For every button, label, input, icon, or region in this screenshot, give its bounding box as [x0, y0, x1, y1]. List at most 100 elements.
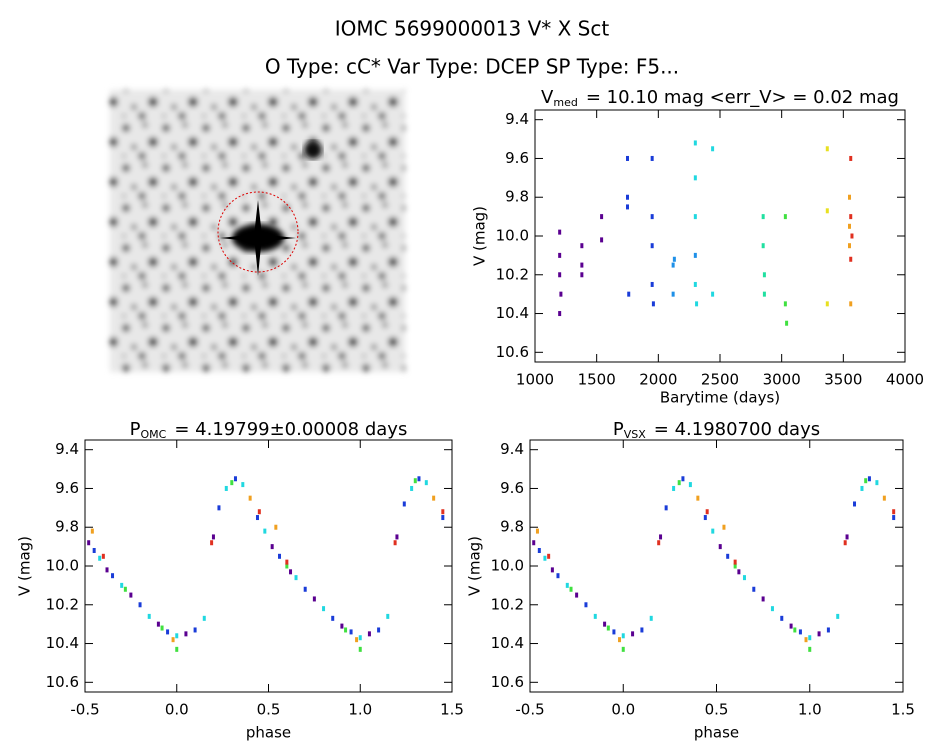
data-point — [825, 146, 829, 152]
x-tick-label: 1000 — [516, 371, 554, 389]
data-point — [138, 602, 142, 608]
data-point — [270, 544, 274, 550]
data-point — [722, 524, 726, 530]
data-point — [441, 509, 445, 515]
y-tick-label: 9.4 — [55, 440, 79, 458]
x-tick-label: 3500 — [824, 371, 862, 389]
data-point — [631, 631, 635, 637]
x-tick-label: 3000 — [763, 371, 801, 389]
data-point — [664, 505, 668, 511]
data-point — [344, 627, 348, 633]
data-point — [621, 646, 625, 652]
data-point — [752, 586, 756, 592]
data-point — [853, 501, 857, 507]
data-point — [875, 480, 879, 486]
y-tick-label: 10.6 — [491, 673, 524, 691]
y-tick-label: 9.4 — [505, 110, 529, 128]
data-point — [87, 540, 91, 546]
data-point — [659, 534, 663, 540]
data-point — [565, 582, 569, 588]
data-point — [726, 553, 730, 559]
data-point — [845, 534, 849, 540]
data-point — [860, 485, 864, 491]
data-point — [202, 615, 206, 621]
data-point — [626, 204, 629, 210]
data-point — [105, 567, 109, 573]
plot-frame — [84, 439, 453, 693]
x-tick-label: 1.0 — [798, 701, 822, 719]
data-point — [331, 615, 335, 621]
data-point — [233, 476, 237, 482]
data-point — [550, 567, 554, 573]
data-point — [892, 509, 896, 515]
data-point — [770, 606, 774, 612]
data-point — [274, 524, 278, 530]
x-axis-label: phase — [694, 724, 739, 742]
data-point — [848, 223, 851, 229]
y-tick-label: 10.4 — [491, 634, 524, 652]
figure-subtitle: O Type: cC* Var Type: DCEP SP Type: F5..… — [265, 55, 679, 79]
data-point — [98, 555, 102, 561]
x-tick-label: 0.5 — [705, 701, 729, 719]
data-point — [289, 569, 293, 575]
data-point — [558, 311, 562, 317]
data-point — [580, 243, 584, 249]
data-point — [263, 528, 267, 534]
x-tick-label: -0.5 — [70, 701, 99, 719]
title-main: V — [541, 87, 554, 108]
y-tick-label: 10.2 — [491, 595, 524, 613]
chart-title: PVSX = 4.1980700 days — [613, 419, 820, 441]
data-point — [402, 501, 406, 507]
data-point — [849, 155, 853, 161]
data-point — [672, 485, 676, 491]
data-point — [349, 629, 353, 635]
data-point — [537, 547, 541, 553]
data-point — [882, 495, 886, 501]
data-point — [386, 613, 390, 619]
data-point — [230, 480, 234, 486]
data-point — [836, 613, 840, 619]
data-point — [618, 637, 622, 643]
data-point — [733, 563, 737, 569]
data-point — [580, 272, 584, 278]
data-point — [556, 573, 560, 579]
y-tick-label: 10.2 — [496, 265, 529, 283]
data-point — [785, 320, 789, 326]
data-point — [211, 534, 215, 540]
x-tick-label: 1500 — [578, 371, 616, 389]
data-point — [160, 625, 164, 631]
data-point — [255, 515, 259, 521]
data-point — [762, 291, 766, 297]
chart-title: POMC = 4.19799±0.00008 days — [130, 419, 408, 441]
data-point — [711, 528, 715, 534]
data-point — [733, 559, 737, 565]
data-point — [783, 301, 787, 307]
data-point — [393, 540, 397, 546]
y-tick-label: 10.0 — [491, 557, 524, 575]
data-point — [166, 629, 170, 635]
y-tick-label: 10.2 — [46, 595, 79, 613]
chart-title: Vmed = 10.10 mag <err_V> = 0.02 mag — [541, 87, 899, 109]
data-point — [850, 233, 854, 239]
data-point — [355, 637, 359, 643]
data-point — [621, 633, 625, 639]
y-tick-label: 10.6 — [46, 673, 79, 691]
data-point — [848, 194, 851, 200]
x-tick-label: 1.5 — [440, 701, 464, 719]
data-point — [626, 155, 629, 161]
x-tick-label: 2500 — [701, 371, 739, 389]
x-tick-label: 4000 — [886, 371, 924, 389]
data-point — [603, 621, 607, 627]
data-point — [558, 252, 562, 258]
data-point — [285, 559, 289, 565]
title-main: P — [613, 419, 624, 440]
data-point — [783, 214, 787, 220]
data-point — [600, 214, 604, 220]
y-tick-label: 9.6 — [55, 479, 79, 497]
data-point — [892, 515, 896, 521]
data-point — [742, 575, 746, 581]
data-point — [671, 262, 675, 268]
data-point — [649, 615, 653, 621]
data-point — [580, 262, 584, 268]
